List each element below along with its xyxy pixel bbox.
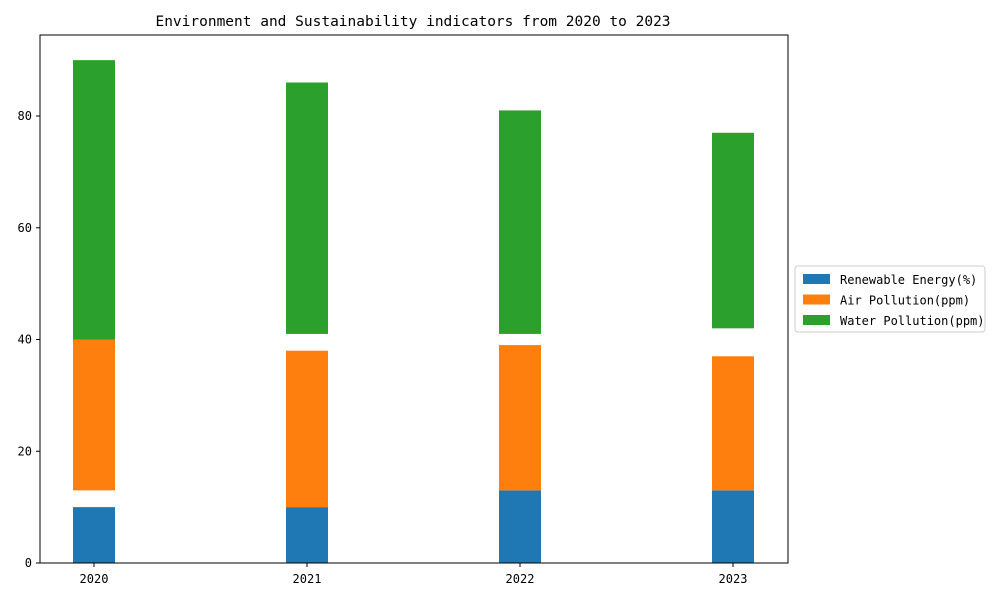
plot-frame xyxy=(39,34,789,564)
bar-water-pollution-ppm-2022 xyxy=(499,110,541,334)
x-axis: 2020 2021 2022 2023 xyxy=(80,563,748,586)
bar-renewable-energy-2020 xyxy=(73,507,115,563)
bar-water-pollution-ppm-2023 xyxy=(712,132,754,329)
legend-box xyxy=(794,265,986,333)
chart-title: Environment and Sustainability indicator… xyxy=(155,14,670,30)
bar-air-pollution-ppm-2022 xyxy=(499,345,541,491)
bar-renewable-energy-2022 xyxy=(499,490,541,563)
legend-label: Water Pollution(ppm) xyxy=(840,314,985,328)
bar-air-pollution-ppm-2021 xyxy=(286,350,328,508)
legend: Renewable Energy(%) Air Pollution(ppm) Wat… xyxy=(794,265,986,333)
y-tick-label: 80 xyxy=(18,109,32,123)
x-tick-label: 2021 xyxy=(293,572,322,586)
x-tick-label: 2020 xyxy=(80,572,109,586)
y-tick-label: 40 xyxy=(18,333,32,347)
bar-air-pollution-ppm-2023 xyxy=(712,356,754,491)
bar-water-pollution-ppm-2020 xyxy=(73,60,115,340)
legend-label: Air Pollution(ppm) xyxy=(840,294,970,308)
x-tick-label: 2022 xyxy=(506,572,535,586)
bar-water-pollution-ppm-2021 xyxy=(286,82,328,334)
y-tick-label: 0 xyxy=(25,556,32,570)
x-tick-label: 2023 xyxy=(719,572,748,586)
y-axis: 0 20 40 60 80 xyxy=(18,109,40,570)
legend-swatch xyxy=(803,274,830,284)
bar-renewable-energy-2023 xyxy=(712,490,754,563)
bars-layer xyxy=(73,60,754,563)
bar-renewable-energy-2021 xyxy=(286,507,328,563)
legend-swatch xyxy=(803,294,830,305)
y-tick-label: 20 xyxy=(18,444,32,458)
bar-air-pollution-ppm-2020 xyxy=(73,339,115,491)
legend-swatch xyxy=(803,315,830,325)
y-tick-label: 60 xyxy=(18,221,32,235)
legend-label: Renewable Energy(%) xyxy=(840,273,977,287)
